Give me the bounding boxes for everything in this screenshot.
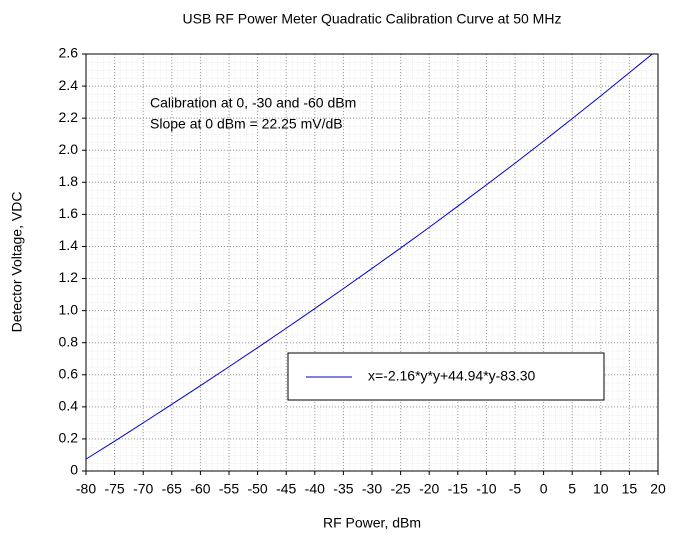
x-tick-label: 10 <box>593 481 609 497</box>
x-tick-label: -25 <box>390 481 410 497</box>
annotation: Calibration at 0, -30 and -60 dBm <box>150 95 356 111</box>
x-tick-label: -50 <box>247 481 267 497</box>
y-tick-label: 2.4 <box>59 77 79 93</box>
x-tick-label: -40 <box>305 481 325 497</box>
x-tick-label: 5 <box>568 481 576 497</box>
x-tick-label: -15 <box>448 481 468 497</box>
legend-label: x=-2.16*y*y+44.94*y-83.30 <box>368 368 536 384</box>
data-line <box>85 53 653 460</box>
y-tick-label: 2.0 <box>59 141 79 157</box>
x-tick-label: -5 <box>509 481 522 497</box>
y-tick-label: 1.0 <box>59 301 79 317</box>
x-tick-label: -75 <box>104 481 124 497</box>
x-tick-label: -45 <box>276 481 296 497</box>
y-tick-label: 2.6 <box>59 45 79 61</box>
y-tick-label: 0.2 <box>59 430 79 446</box>
y-tick-label: 1.6 <box>59 205 79 221</box>
annotation: Slope at 0 dBm = 22.25 mV/dB <box>150 116 343 132</box>
x-tick-label: -35 <box>333 481 353 497</box>
x-tick-label: -80 <box>76 481 96 497</box>
x-tick-label: 20 <box>650 481 666 497</box>
y-tick-label: 0.8 <box>59 333 79 349</box>
chart-title: USB RF Power Meter Quadratic Calibration… <box>183 11 562 27</box>
plot-frame <box>85 53 659 472</box>
y-tick-label: 0.6 <box>59 365 79 381</box>
y-tick-label: 1.2 <box>59 269 79 285</box>
y-tick-label: 0 <box>70 462 78 478</box>
y-tick-label: 1.4 <box>59 237 79 253</box>
x-tick-label: -10 <box>476 481 496 497</box>
x-axis-label: RF Power, dBm <box>323 515 421 531</box>
x-tick-label: -70 <box>133 481 153 497</box>
x-tick-label: -65 <box>162 481 182 497</box>
x-tick-label: 0 <box>540 481 548 497</box>
x-tick-label: -30 <box>362 481 382 497</box>
y-tick-label: 1.8 <box>59 173 79 189</box>
y-tick-label: 2.2 <box>59 109 79 125</box>
x-tick-label: 15 <box>622 481 638 497</box>
y-tick-label: 0.4 <box>59 398 79 414</box>
x-tick-label: -20 <box>419 481 439 497</box>
y-axis-label: Detector Voltage, VDC <box>9 192 25 333</box>
x-tick-label: -55 <box>219 481 239 497</box>
x-tick-label: -60 <box>190 481 210 497</box>
